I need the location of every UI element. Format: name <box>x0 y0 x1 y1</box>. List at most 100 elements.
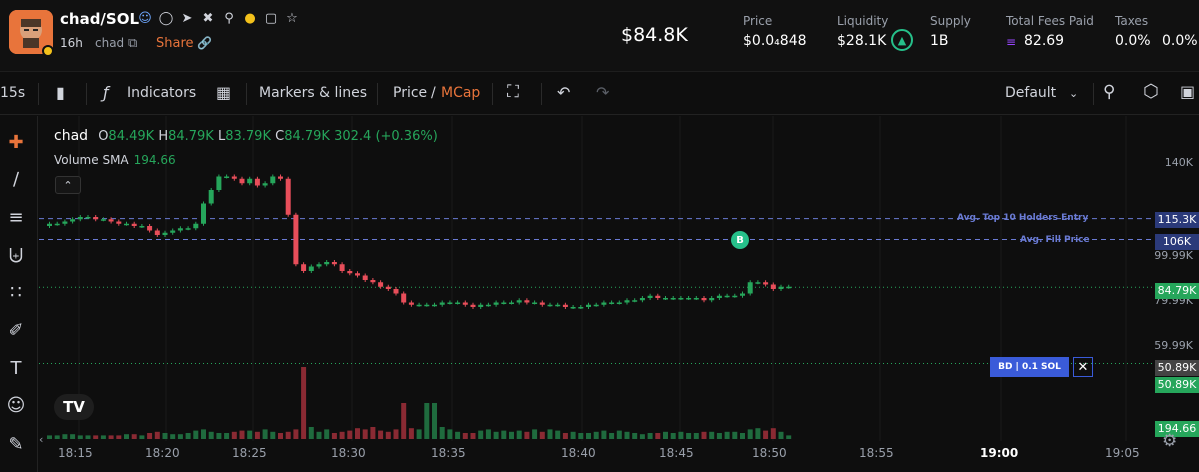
candle <box>131 223 137 226</box>
tradingview-logo-icon[interactable]: TV <box>54 394 94 420</box>
fees-label: Total Fees Paid <box>1006 14 1094 28</box>
legend-change: 302.4 (+0.36%) <box>334 129 438 144</box>
telegram-icon[interactable]: ➤ <box>181 10 193 26</box>
x-tick: 18:50 <box>752 446 787 460</box>
chart-settings-icon[interactable]: ⚙ <box>1162 431 1178 451</box>
candle <box>324 262 330 265</box>
volume-bar <box>693 433 699 439</box>
volume-bar <box>716 433 722 439</box>
limit-order-label[interactable]: BD | 0.1 SOL <box>990 357 1069 377</box>
text-tool-icon[interactable]: T <box>10 357 22 379</box>
indicators-button[interactable]: Indicators <box>127 85 197 101</box>
x-tick: 18:55 <box>859 446 894 460</box>
x-icon[interactable]: ✖ <box>202 10 214 26</box>
fullscreen-icon[interactable]: ⛶ <box>507 82 519 102</box>
star-icon[interactable]: ☆ <box>286 10 298 26</box>
candle <box>147 226 153 231</box>
markers-button[interactable]: Markers & lines <box>259 85 368 101</box>
ruler-icon[interactable]: ✎ <box>8 433 24 455</box>
volume-bar <box>347 430 353 439</box>
lock-icon[interactable]: ▲ <box>891 29 913 51</box>
volume-bar <box>393 429 399 439</box>
divider <box>86 83 87 105</box>
volume-bar <box>224 433 230 439</box>
volume-bar <box>185 433 191 439</box>
community-icon[interactable]: ☺ <box>138 10 152 26</box>
volume-bar <box>54 435 60 439</box>
chevron-down-icon[interactable]: ⌄ <box>1069 87 1079 100</box>
interval-button[interactable]: 15s <box>0 85 26 101</box>
globe-icon[interactable]: ◯ <box>158 10 174 26</box>
candle <box>54 223 60 226</box>
redo-icon[interactable]: ↷ <box>596 83 610 102</box>
volume-bar <box>470 433 476 439</box>
templates-icon[interactable]: ▦ <box>216 83 232 102</box>
volume-bar <box>154 431 160 439</box>
mcap-toggle[interactable]: MCap <box>441 85 481 101</box>
candle <box>663 298 668 300</box>
camera-icon[interactable]: ▣ <box>1180 82 1196 101</box>
volume-bar <box>85 435 91 439</box>
share-button[interactable]: Share <box>156 36 194 51</box>
volume-bar <box>416 429 422 439</box>
search-icon[interactable]: ⚲ <box>224 10 234 26</box>
pattern-icon[interactable]: ⨄ <box>8 244 24 266</box>
volume-bar <box>254 431 260 439</box>
bonk-icon[interactable]: ● <box>244 10 256 26</box>
crosshair-icon[interactable]: ✚ <box>8 131 24 153</box>
emoji-icon[interactable]: ☺ <box>6 394 26 416</box>
price-value: $0.0₄848 <box>743 33 807 49</box>
indicators-icon[interactable]: ƒ <box>103 83 109 102</box>
close-order-icon[interactable]: ✕ <box>1073 357 1093 377</box>
y-tick: 99.99K <box>1154 249 1193 262</box>
candle <box>77 217 83 220</box>
candle <box>193 223 199 229</box>
price-chart[interactable]: chad O84.49K H84.79K L83.79K C84.79K 302… <box>39 116 1199 472</box>
candle <box>601 302 607 305</box>
candle <box>455 302 461 304</box>
candle <box>108 219 114 222</box>
volume-bar <box>316 431 322 439</box>
token-links: ☺ ◯ ➤ ✖ ⚲ ● ▢ ☆ <box>137 10 300 26</box>
volume-bar <box>447 429 453 439</box>
legend-low: 83.79K <box>225 129 271 144</box>
chart-canvas[interactable] <box>39 116 1199 472</box>
candle-type-icon[interactable]: ▮ <box>56 83 65 102</box>
divider <box>377 83 378 105</box>
divider <box>492 83 493 105</box>
volume-bar <box>331 433 337 439</box>
quick-search-icon[interactable]: ⚲ <box>1103 82 1116 102</box>
volume-bar <box>570 431 576 439</box>
trendline-icon[interactable]: ∕ <box>12 168 20 190</box>
brush-icon[interactable]: ✐ <box>8 319 24 341</box>
legend-high: 84.79K <box>168 129 214 144</box>
link-icon[interactable]: 🔗 <box>197 36 212 50</box>
undo-icon[interactable]: ↶ <box>557 83 571 102</box>
candle <box>262 183 268 186</box>
candle <box>216 176 222 190</box>
volume-bar <box>655 433 661 439</box>
token-avatar[interactable] <box>9 10 53 54</box>
collapse-legend-button[interactable]: ⌃ <box>55 176 81 194</box>
toggle-slash: / <box>431 85 436 101</box>
document-icon[interactable]: ▢ <box>264 10 278 26</box>
settings-gear-icon[interactable]: ⬡ <box>1143 81 1159 102</box>
chevron-left-icon[interactable]: ‹ <box>39 433 44 446</box>
volume-bar <box>547 429 553 439</box>
layout-select[interactable]: Default <box>1005 85 1057 101</box>
volume-bar <box>424 403 430 439</box>
fib-lines-icon[interactable]: ≡ <box>8 206 24 228</box>
volume-bar <box>439 427 445 439</box>
copy-icon[interactable]: ⧉ <box>128 36 138 51</box>
price-toggle[interactable]: Price <box>393 85 428 101</box>
candle <box>93 217 99 220</box>
candle <box>624 300 630 303</box>
candle <box>208 190 214 204</box>
candle <box>539 302 545 305</box>
top10-entry-note: Avg. Top 10 Holders Entry <box>957 213 1089 223</box>
measure-icon[interactable]: ∷ <box>10 281 22 303</box>
candle <box>447 302 453 304</box>
buy-fill-marker[interactable]: B <box>731 231 749 249</box>
candle <box>231 176 237 179</box>
candle <box>162 232 168 235</box>
